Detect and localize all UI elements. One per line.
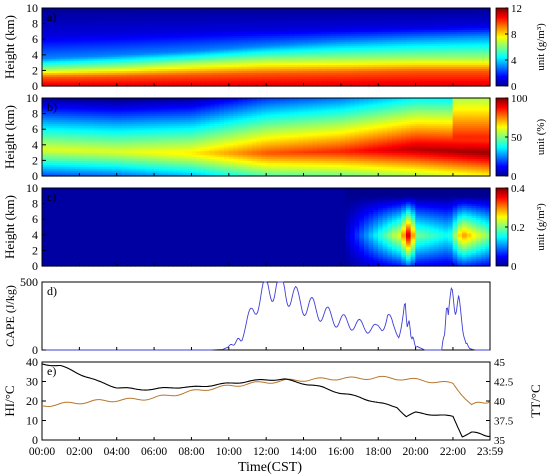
- y-tick-label: 2: [32, 63, 38, 77]
- panel-a-label: a): [47, 10, 56, 24]
- colorbar-a: 0 4 8 12 unit (g/m³): [496, 3, 547, 93]
- colorbar-tick-label: 0: [511, 81, 517, 93]
- colorbar-scale: [496, 8, 508, 86]
- heatmap-b-field: [42, 98, 491, 177]
- colorbar-tick-label: 4: [511, 55, 517, 67]
- panel-a-ylabel: Height (km): [2, 15, 17, 79]
- y-tick-label: 8: [32, 17, 38, 31]
- panel-b-relative-humidity: b) Height (km) 0246810 050100unit (%): [2, 91, 547, 183]
- y-tick-label: 6: [32, 32, 38, 46]
- y-tick-label: 10: [26, 1, 38, 15]
- colorbar-tick-label: 12: [511, 3, 522, 15]
- y-tick-label: 4: [32, 48, 38, 62]
- heatmap-a-field: [42, 8, 491, 87]
- colorbar-tick-label: 8: [511, 29, 517, 41]
- colorbar-unit-label: unit (g/m³): [535, 23, 547, 71]
